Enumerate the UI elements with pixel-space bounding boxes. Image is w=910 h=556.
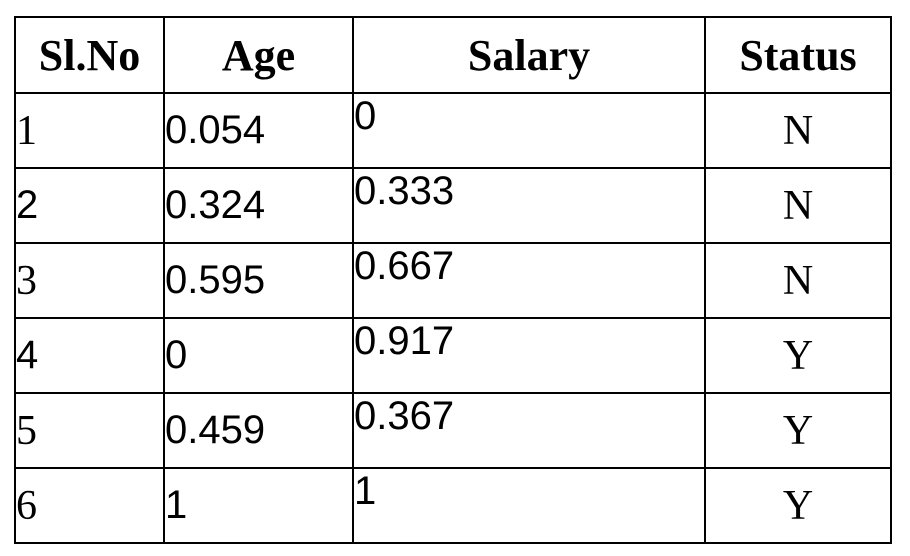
cell-salary: 0.667 — [352, 242, 706, 319]
cell-sl-no: 3 — [14, 242, 165, 319]
table-row: 4 0 0.917 Y — [14, 317, 892, 394]
table-row: 2 0.324 0.333 N — [14, 167, 892, 244]
header-sl-no: Sl.No — [14, 16, 165, 94]
table-row: 5 0.459 0.367 Y — [14, 392, 892, 469]
cell-status: N — [704, 92, 892, 169]
cell-age: 0.595 — [163, 242, 354, 319]
cell-age: 0.459 — [163, 392, 354, 469]
cell-salary: 0.333 — [352, 167, 706, 244]
table-row: 1 0.054 0 N — [14, 92, 892, 169]
cell-salary: 1 — [352, 467, 706, 544]
cell-status: Y — [704, 317, 892, 394]
cell-sl-no: 5 — [14, 392, 165, 469]
cell-age: 1 — [163, 467, 354, 544]
header-status: Status — [704, 16, 892, 94]
cell-age: 0.324 — [163, 167, 354, 244]
cell-status: Y — [704, 467, 892, 544]
cell-salary: 0.367 — [352, 392, 706, 469]
cell-status: N — [704, 167, 892, 244]
cell-status: Y — [704, 392, 892, 469]
header-age: Age — [163, 16, 354, 94]
cell-sl-no: 1 — [14, 92, 165, 169]
cell-salary: 0 — [352, 92, 706, 169]
table-header-row: Sl.No Age Salary Status — [14, 16, 892, 94]
cell-sl-no: 2 — [14, 167, 165, 244]
cell-status: N — [704, 242, 892, 319]
cell-salary: 0.917 — [352, 317, 706, 394]
cell-age: 0 — [163, 317, 354, 394]
header-salary: Salary — [352, 16, 706, 94]
cell-age: 0.054 — [163, 92, 354, 169]
data-table: Sl.No Age Salary Status 1 0.054 0 N 2 0.… — [14, 16, 892, 544]
table-row: 3 0.595 0.667 N — [14, 242, 892, 319]
table-row: 6 1 1 Y — [14, 467, 892, 544]
cell-sl-no: 6 — [14, 467, 165, 544]
cell-sl-no: 4 — [14, 317, 165, 394]
